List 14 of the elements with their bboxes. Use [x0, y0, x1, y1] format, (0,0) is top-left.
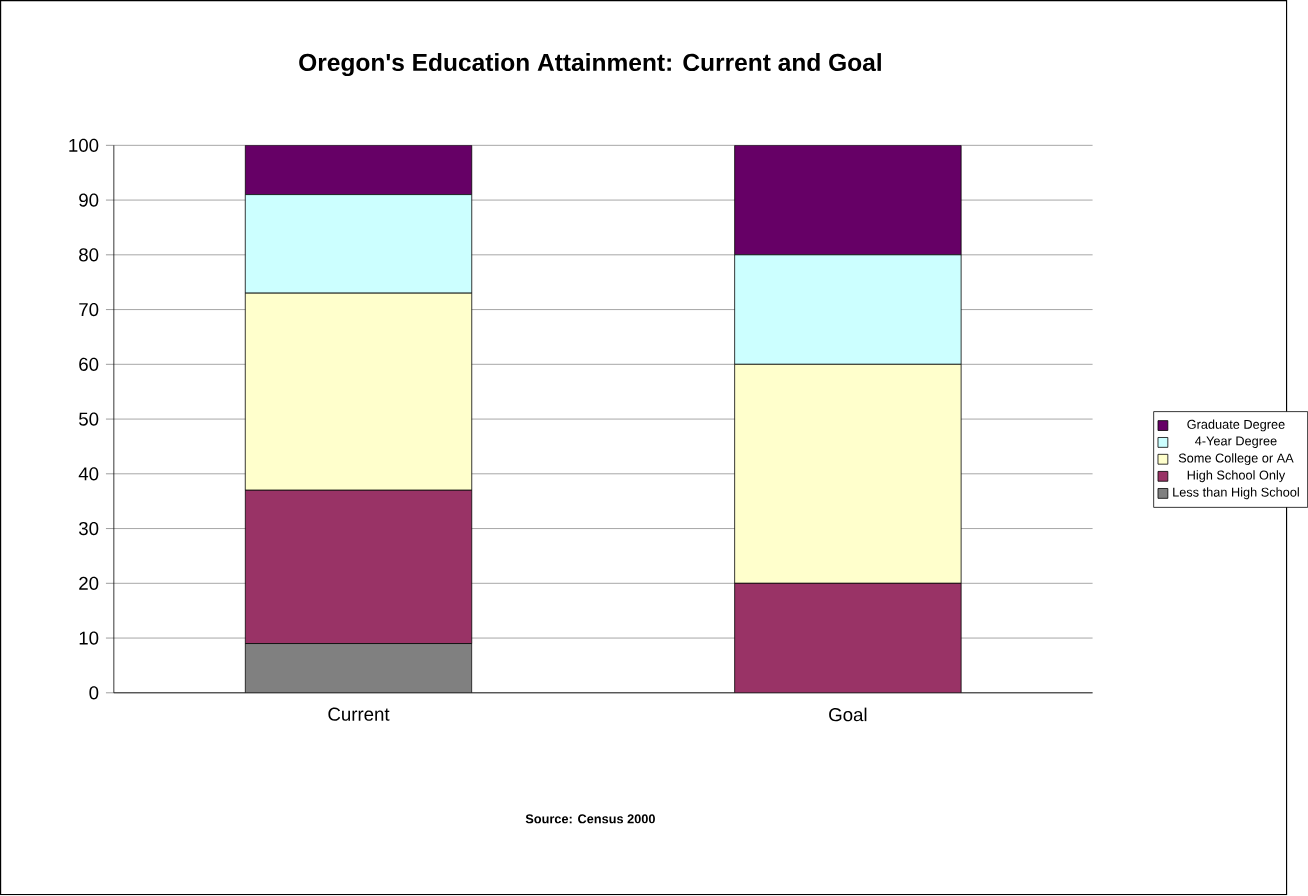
y-tick-label: 30 — [78, 522, 99, 536]
y-tick-label: 80 — [79, 248, 99, 262]
x-tick-label: Goal — [829, 707, 867, 722]
x-tick-label: Current — [328, 707, 390, 722]
y-tick-label: 90 — [79, 193, 99, 208]
y-tick-label: 50 — [79, 412, 99, 427]
chart-title: Oregon's Education Attainment: Current and Goal — [299, 53, 881, 77]
y-tick-label: 60 — [79, 358, 99, 372]
y-tick-label: 10 — [79, 631, 99, 646]
y-tick-label: 40 — [78, 467, 99, 481]
y-tick-label: 100 — [69, 139, 99, 153]
y-tick-label: 70 — [79, 303, 99, 317]
y-tick-label: 0 — [89, 686, 99, 700]
y-tick-label: 20 — [79, 577, 99, 591]
